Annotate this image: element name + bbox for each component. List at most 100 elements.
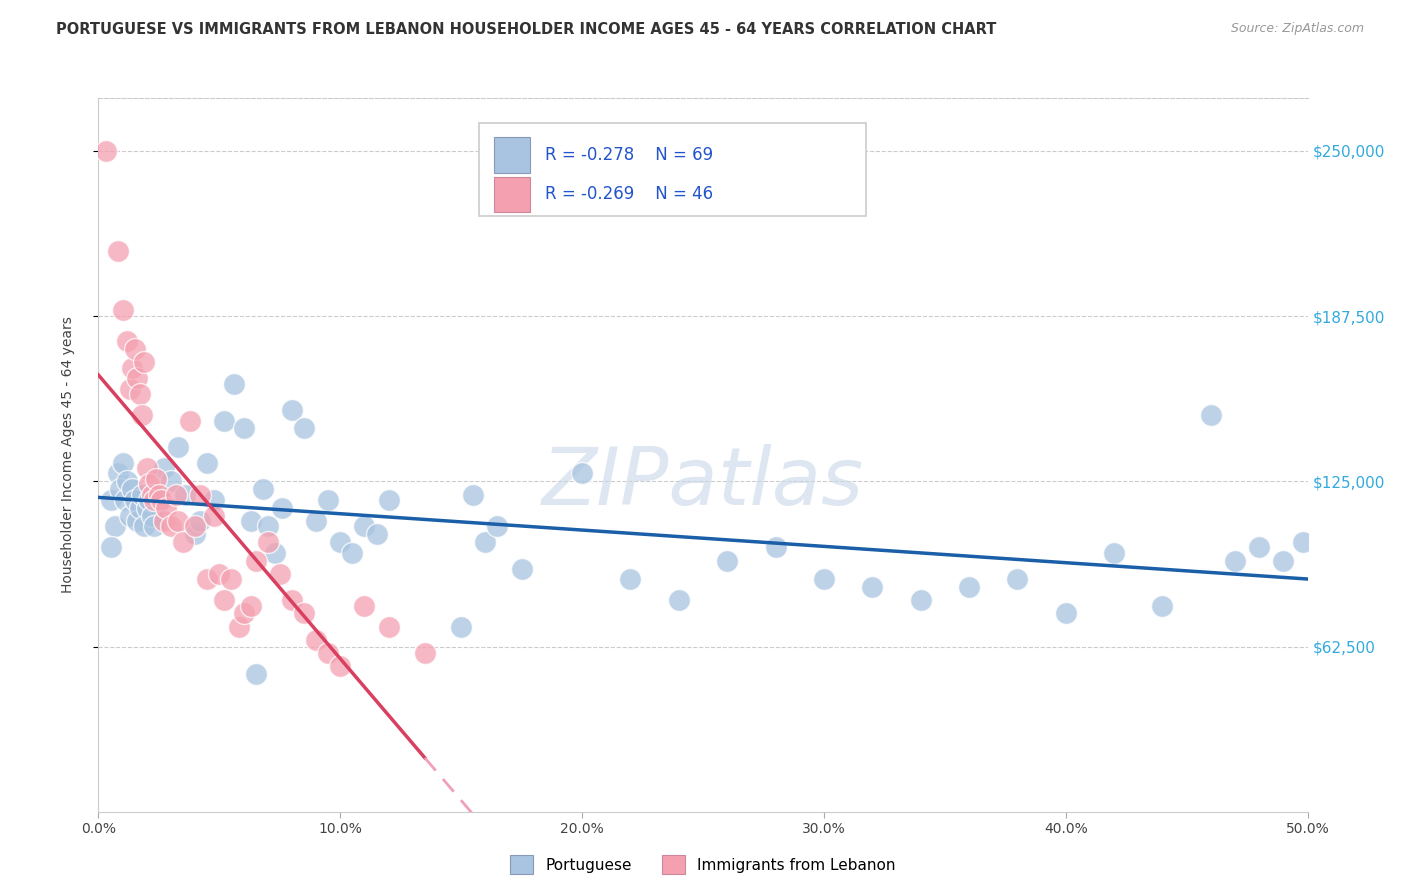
Point [910,593,932,607]
Point [245,667,267,681]
Point [1292,535,1315,549]
Point [128,387,150,401]
Point [204,492,226,507]
Point [172,535,194,549]
Text: Source: ZipAtlas.com: Source: ZipAtlas.com [1230,22,1364,36]
Point [188,514,211,528]
Point [228,620,250,634]
Point [152,461,174,475]
Point [114,492,136,507]
Point [148,487,170,501]
Point [716,554,738,568]
Point [100,492,122,507]
Point [305,514,328,528]
Point [124,342,146,356]
Bar [479,123,866,216]
Point [366,527,388,541]
Point [765,541,787,555]
Point [118,508,141,523]
Point [1272,554,1295,568]
Point [860,580,883,594]
Point [1054,607,1077,621]
Point [353,519,375,533]
Point [184,527,207,541]
Point [232,421,254,435]
Point [134,519,156,533]
Point [143,492,166,507]
Point [486,519,509,533]
Text: ZIPatlas: ZIPatlas [541,444,865,523]
Point [377,620,399,634]
Point [111,456,134,470]
Point [239,514,262,528]
Point [174,487,197,501]
Point [450,620,472,634]
Point [329,535,352,549]
Point [141,487,163,501]
Point [121,483,143,497]
Point [292,421,315,435]
Point [281,403,304,417]
Point [342,546,364,560]
Point [316,646,339,660]
Point [269,566,291,581]
Point [212,593,235,607]
Point [117,334,139,349]
Point [571,467,593,481]
Point [145,472,167,486]
Point [135,461,157,475]
Point [143,519,166,533]
Point [152,514,174,528]
Point [221,572,243,586]
Point [124,492,146,507]
Point [292,607,315,621]
Point [184,519,207,533]
Text: R = -0.278    N = 69: R = -0.278 N = 69 [544,146,713,164]
Point [111,302,134,317]
Point [195,572,218,586]
Point [138,477,160,491]
Bar [494,137,530,173]
Point [413,646,436,660]
Point [619,572,641,586]
Point [104,519,127,533]
Point [316,492,339,507]
Text: PORTUGUESE VS IMMIGRANTS FROM LEBANON HOUSEHOLDER INCOME AGES 45 - 64 YEARS CORR: PORTUGUESE VS IMMIGRANTS FROM LEBANON HO… [56,22,997,37]
Point [138,492,160,507]
Point [131,409,153,423]
Point [160,475,183,489]
Point [195,456,218,470]
Point [1223,554,1246,568]
Point [188,487,211,501]
Point [148,492,170,507]
Point [204,508,226,523]
Point [1152,599,1174,613]
Point [167,514,190,528]
Point [463,487,485,501]
Point [1199,409,1222,423]
Point [1102,546,1125,560]
Point [94,144,117,158]
Point [271,500,294,515]
Point [252,483,274,497]
Point [128,500,150,515]
Point [232,607,254,621]
Point [131,487,153,501]
Point [668,593,690,607]
Point [134,355,156,369]
Point [510,561,533,575]
Point [1249,541,1271,555]
Point [281,593,304,607]
Point [107,467,129,481]
Point [305,632,328,647]
Point [179,413,201,427]
Point [353,599,375,613]
Bar [494,177,530,212]
Point [167,440,190,454]
Legend: Portuguese, Immigrants from Lebanon: Portuguese, Immigrants from Lebanon [503,849,903,880]
Point [208,566,231,581]
Point [1007,572,1029,586]
Point [256,519,278,533]
Point [239,599,262,613]
Point [127,371,149,385]
